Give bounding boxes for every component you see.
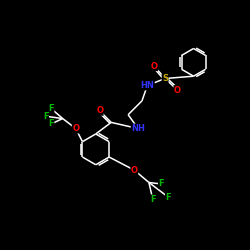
Text: O: O	[174, 86, 181, 94]
Text: NH: NH	[131, 124, 145, 133]
Text: F: F	[48, 120, 54, 128]
Text: HN: HN	[140, 81, 154, 90]
Text: O: O	[151, 62, 158, 71]
Text: O: O	[96, 106, 103, 115]
Text: O: O	[131, 166, 138, 175]
Text: F: F	[165, 192, 171, 202]
Text: F: F	[158, 180, 164, 188]
Text: F: F	[150, 195, 156, 204]
Text: S: S	[162, 74, 168, 83]
Text: F: F	[48, 104, 54, 113]
Text: F: F	[43, 112, 49, 121]
Text: O: O	[72, 124, 79, 133]
